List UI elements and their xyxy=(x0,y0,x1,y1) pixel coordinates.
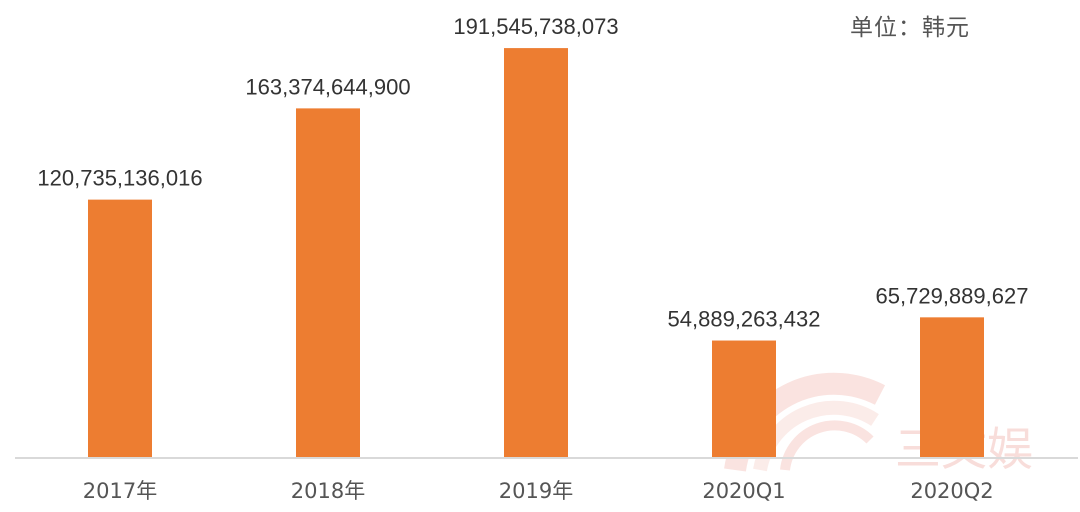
x-tick-label-3: 2019年 xyxy=(499,479,573,503)
data-label-5: 65,729,889,627 xyxy=(876,283,1029,308)
bar-1 xyxy=(88,199,152,458)
watermark-logo: 三文娱 xyxy=(724,372,1033,476)
data-label-3: 191,545,738,073 xyxy=(453,14,618,39)
bar-3 xyxy=(504,48,568,458)
bar-2 xyxy=(296,108,360,458)
x-tick-label-1: 2017年 xyxy=(83,479,157,503)
x-tick-label-5: 2020Q2 xyxy=(910,479,993,503)
bar-4 xyxy=(712,340,776,458)
x-tick-label-4: 2020Q1 xyxy=(702,479,785,503)
data-label-1: 120,735,136,016 xyxy=(37,166,202,191)
data-label-4: 54,889,263,432 xyxy=(668,307,821,332)
x-tick-label-2: 2018年 xyxy=(291,479,365,503)
data-label-2: 163,374,644,900 xyxy=(245,74,410,99)
bar-5 xyxy=(920,317,984,458)
unit-label: 单位：韩元 xyxy=(850,15,970,41)
